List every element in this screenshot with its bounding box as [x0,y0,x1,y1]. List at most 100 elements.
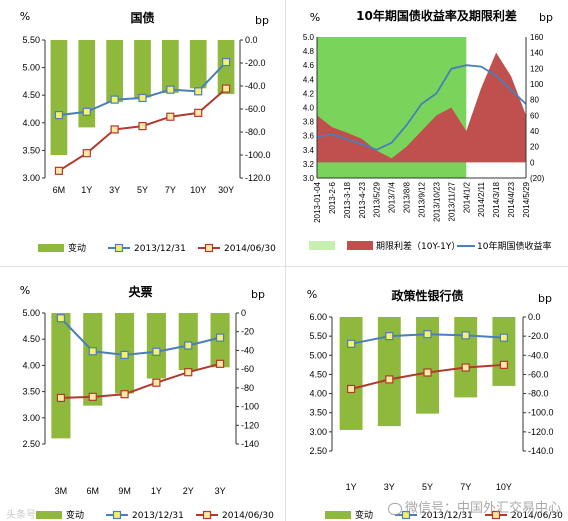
point-0-10Y [194,87,203,96]
point-1-6M [88,392,97,401]
x-tick-label: 2013/10/23 [432,181,441,222]
left-tick-label: 4.50 [309,369,327,379]
legend-label: 2013/12/31 [134,244,186,254]
bar-change-1Y [339,317,363,430]
category-label: 3M [55,486,68,496]
right-tick-label: -120.0 [528,427,554,437]
category-label: 2Y [183,486,194,496]
chart-title: 央票 [128,284,152,299]
left-tick-label: 4.6 [303,61,315,70]
category-label: 10Y [190,185,206,195]
category-label: 6M [53,185,66,195]
legend-label: 期限利差（10Y-1Y） [376,240,460,252]
right-tick-label: -40 [241,345,254,355]
point-1-2Y [184,368,193,377]
x-tick-label: 2013/11/27 [447,181,456,221]
x-tick-label: 2014/2/11 [477,181,486,217]
category-label: 5Y [422,482,433,492]
bar-change-6M [50,40,68,155]
left-tick-label: 3.8 [303,118,315,127]
point-0-3Y [215,333,225,342]
legend-swatch-marker [202,510,212,520]
point-1-3Y [385,375,394,384]
left-tick-label: 3.00 [22,173,40,183]
bar-change-1Y [78,40,96,128]
line-10y-yield [316,64,527,151]
chart-title: 国债 [130,10,154,25]
chart-policy-svg: 政策性银行债% bp 6.00 5.50 5.00 4.50 4.00 3.50 3.00 2.5… [307,288,563,521]
point-1-3Y [215,359,225,368]
watermark: 微信号：中国外汇交易中心 [388,497,561,516]
category-label: 1Y [346,482,357,492]
point-1-1Y [346,384,356,394]
point-1-3M [56,393,66,402]
right-tick-label: (20) [530,174,545,183]
category-label: 1Y [151,486,162,496]
point-0-5Y [138,93,147,103]
bar-change-7Y [454,317,478,398]
point-1-5Y [423,368,432,377]
left-tick-label: 3.6 [303,132,315,141]
left-tick-label: 2.50 [309,446,327,456]
chart-title: 10年期国债收益率及期限利差 [356,8,517,23]
category-label: 3Y [215,486,226,496]
legend-label: 变动 [66,509,84,521]
left-tick-label: 3.00 [22,413,40,423]
right-tick-label: 120 [530,64,544,73]
right-tick-label: 160 [530,33,544,42]
x-tick-label: 2014/1/2 [462,181,471,213]
right-tick-label: -60.0 [245,104,266,114]
left-axis-unit: % [20,284,30,297]
left-tick-label: 5.0 [303,33,315,42]
legend-swatch-marker [401,510,411,520]
right-tick-label: -60 [241,364,254,374]
left-tick-label: 6.00 [309,312,327,322]
left-tick-label: 5.50 [309,331,327,341]
right-tick-label: 20 [530,143,539,152]
chart-policy-bank-bonds: 政策性银行债% bp 6.00 5.50 5.00 4.50 4.00 3.50 3.00 2.5… [287,268,568,521]
x-tick-label: 2013-2-6 [328,181,337,214]
point-0-3Y [385,332,394,341]
point-0-9M [120,350,129,360]
left-tick-label: 4.00 [22,360,40,370]
point-0-2Y [184,341,193,350]
category-label: 5Y [137,185,148,195]
legend-swatch-marker [204,243,214,253]
right-tick-label: 0 [530,158,535,167]
right-tick-label: 60 [530,111,539,120]
right-tick-label: -100 [241,402,259,412]
point-1-1Y [152,378,161,387]
left-tick-label: 5.00 [309,350,327,360]
point-1-30Y [221,84,231,93]
right-tick-label: 0.0 [528,312,541,322]
category-label: 30Y [218,185,234,195]
left-tick-label: 3.00 [309,427,327,437]
right-tick-label: -140 [241,439,259,449]
left-tick-label: 4.2 [303,89,315,98]
left-tick-label: 3.50 [22,387,40,397]
right-tick-label: 80 [530,96,539,105]
left-tick-label: 3.4 [303,146,315,155]
vertical-divider [285,0,286,521]
right-tick-label: 40 [530,127,539,136]
watermark-text: 微信号：中国外汇交易中心 [405,501,562,516]
point-1-5Y [138,122,147,131]
right-tick-label: -40.0 [528,350,549,360]
chart-10y-spread: 10年期国债收益率及期限利差% bp 5.0 4.8 4.6 4.4 4.2 4.0 3.8 3.… [287,0,568,264]
watermark-small: 头条号 [6,510,36,521]
point-0-1Y [152,347,161,356]
point-0-6M [54,110,64,120]
point-1-7Y [461,363,470,372]
bar-change-6M [83,313,103,406]
right-axis-unit: bp [255,14,269,27]
point-0-7Y [166,85,175,94]
chart-spread-svg: 10年期国债收益率及期限利差% bp 5.0 4.8 4.6 4.4 4.2 4.0 3.8 3.… [303,8,553,252]
right-axis-unit: bp [251,288,265,301]
right-tick-label: -80 [241,383,254,393]
legend-swatch-bar [325,511,351,519]
legend-label: 变动 [355,509,373,521]
left-tick-label: 4.00 [309,389,327,399]
left-tick-label: 3.50 [309,408,327,418]
x-tick-label: 2014/4/23 [507,181,516,217]
right-axis-unit: bp [539,11,553,24]
